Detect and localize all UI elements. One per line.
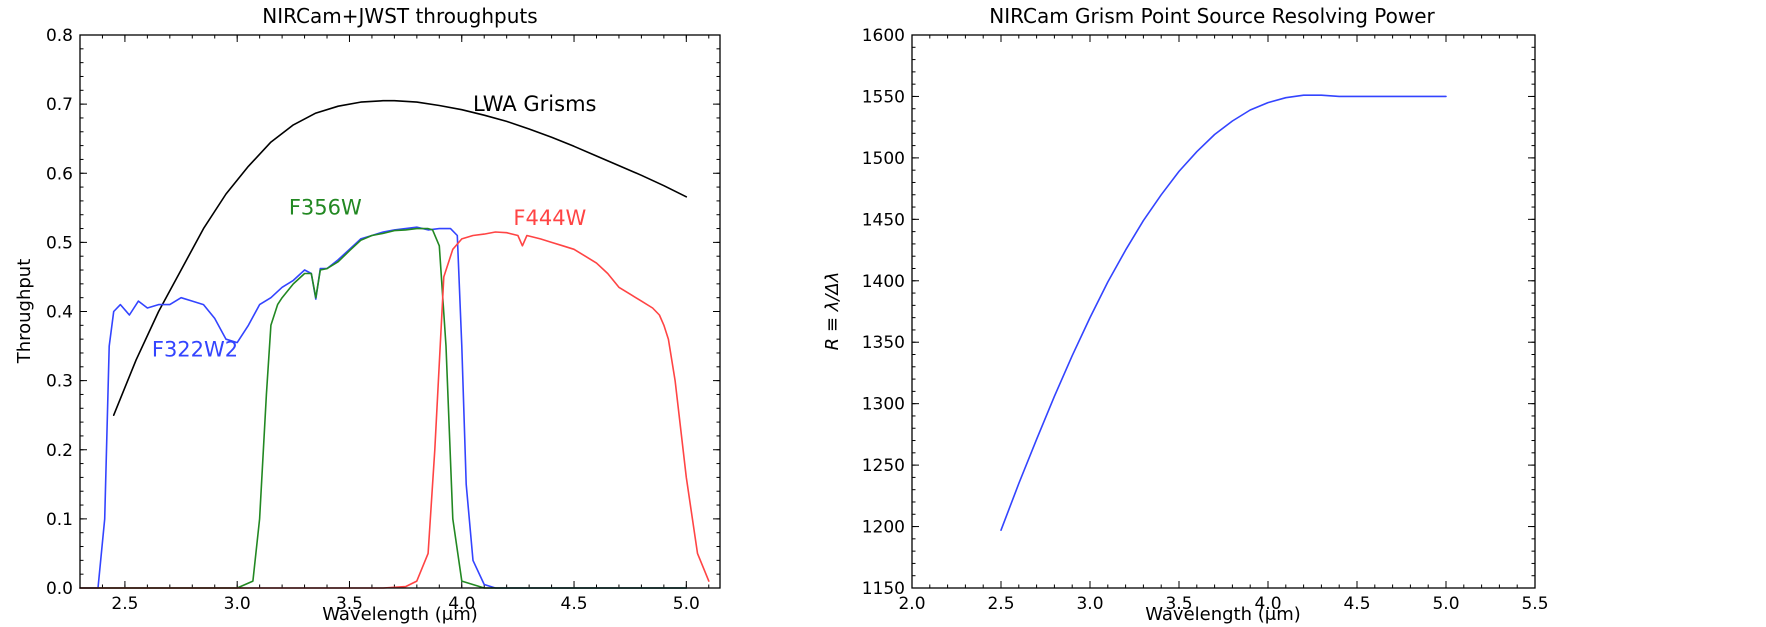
chart-title: NIRCam+JWST throughputs <box>262 4 537 28</box>
x-tick-label: 2.5 <box>111 594 138 614</box>
y-ticks: 0.0 0.1 0.2 0.3 0.4 0.5 0.6 0.7 0.8 <box>46 26 720 599</box>
series-annotation: LWA Grisms <box>473 92 597 116</box>
y-tick-label: 1600 <box>862 26 905 46</box>
series-annotation: F444W <box>513 206 586 230</box>
x-ticks: 2.0 2.5 3.0 3.5 4.0 4.5 5.0 5.5 <box>898 35 1549 614</box>
annotation-layer: LWA Grisms F356W F444W F322W2 <box>152 92 597 361</box>
series-layer <box>1000 94 1447 531</box>
y-tick-label: 0.4 <box>46 303 73 323</box>
y-tick-label: 1400 <box>862 272 905 292</box>
x-tick-label: 3.5 <box>1165 594 1192 614</box>
x-tick-label: 4.5 <box>1343 594 1370 614</box>
y-tick-label: 0.5 <box>46 233 73 253</box>
x-axis-label: Wavelength (μm) <box>322 604 478 625</box>
resolving-power-chart: NIRCam Grism Point Source Resolving Powe… <box>822 4 1549 625</box>
series-f322w2-line <box>79 226 688 589</box>
plot-frame <box>79 34 721 589</box>
y-tick-label: 1200 <box>862 518 905 538</box>
series-layer <box>79 99 710 589</box>
series-f356w-line <box>79 227 688 589</box>
series-0-line <box>1000 94 1447 531</box>
y-axis-label: Throughput <box>14 259 35 365</box>
y-tick-label: 1500 <box>862 149 905 169</box>
x-tick-label: 4.0 <box>448 594 475 614</box>
x-tick-label: 3.0 <box>224 594 251 614</box>
y-tick-label: 1350 <box>862 333 905 353</box>
chart-title: NIRCam Grism Point Source Resolving Powe… <box>989 4 1435 28</box>
x-tick-label: 4.5 <box>561 594 588 614</box>
x-tick-label: 3.5 <box>336 594 363 614</box>
y-tick-label: 0.6 <box>46 164 73 184</box>
y-tick-label: 1450 <box>862 210 905 230</box>
y-tick-label: 0.0 <box>46 579 73 599</box>
y-tick-label: 0.7 <box>46 95 73 115</box>
y-tick-label: 1550 <box>862 87 905 107</box>
x-tick-label: 5.0 <box>1432 594 1459 614</box>
x-ticks: 2.5 3.0 3.5 4.0 4.5 5.0 <box>79 35 710 614</box>
plot-frame <box>911 34 1536 589</box>
x-axis-label: Wavelength (μm) <box>1145 604 1301 625</box>
y-tick-label: 0.2 <box>46 441 73 461</box>
y-tick-label: 1150 <box>862 579 905 599</box>
y-tick-label: 0.3 <box>46 372 73 392</box>
y-axis-label: R ≡ λ/Δλ <box>822 272 843 351</box>
y-tick-label: 0.8 <box>46 26 73 46</box>
series-annotation: F356W <box>289 196 362 220</box>
x-tick-label: 5.5 <box>1521 594 1548 614</box>
x-tick-label: 4.0 <box>1254 594 1281 614</box>
y-tick-label: 1250 <box>862 456 905 476</box>
x-tick-label: 2.0 <box>898 594 925 614</box>
series-f444w-line <box>79 231 710 589</box>
x-tick-label: 3.0 <box>1076 594 1103 614</box>
y-tick-label: 1300 <box>862 395 905 415</box>
series-annotation: F322W2 <box>152 337 238 361</box>
x-tick-label: 2.5 <box>987 594 1014 614</box>
y-tick-label: 0.1 <box>46 510 73 530</box>
x-tick-label: 5.0 <box>673 594 700 614</box>
y-ticks: 1150 1200 1250 1300 1350 1400 1450 1500 1550 1600 <box>862 26 1535 599</box>
throughput-chart: NIRCam+JWST throughputs 0.00.10.20.30.40… <box>14 4 721 625</box>
series-lwa-grisms-line <box>112 99 688 416</box>
